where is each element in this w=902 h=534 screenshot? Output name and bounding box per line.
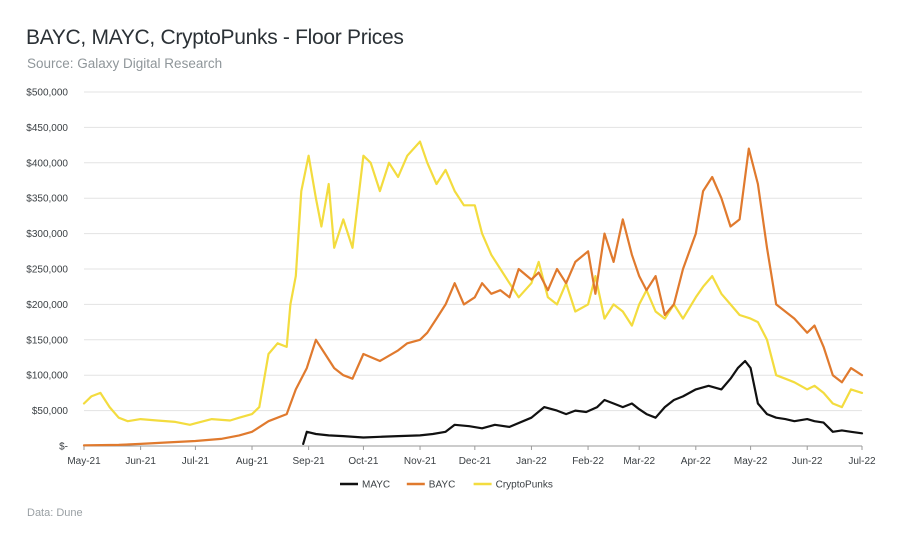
chart-title: BAYC, MAYC, CryptoPunks - Floor Prices	[26, 26, 404, 49]
x-tick-label: Apr-22	[681, 456, 711, 467]
x-tick-label: Sep-21	[293, 456, 326, 467]
y-tick-label: $350,000	[26, 194, 68, 205]
y-tick-label: $450,000	[26, 123, 68, 134]
y-tick-label: $250,000	[26, 265, 68, 276]
x-tick-label: Jun-21	[125, 456, 156, 467]
legend-label-cryptopunks: CryptoPunks	[496, 480, 553, 491]
legend: MAYC BAYC CryptoPunks	[340, 480, 553, 491]
legend-label-bayc: BAYC	[429, 480, 456, 491]
x-axis: May-21 Jun-21 Jul-21 Aug-21 Sep-21 Oct-21 Nov-…	[67, 446, 876, 467]
series-line-bayc	[82, 147, 864, 447]
y-tick-label: $500,000	[26, 88, 68, 99]
chart-subtitle: Source: Galaxy Digital Research	[27, 56, 223, 71]
grid-lines	[84, 91, 862, 447]
x-tick-label: Dec-21	[459, 456, 492, 467]
x-tick-label: Jun-22	[792, 456, 823, 467]
x-tick-label: May-21	[67, 456, 101, 467]
y-tick-label: $-	[59, 442, 68, 453]
y-tick-label: $50,000	[32, 406, 69, 417]
y-tick-label: $300,000	[26, 229, 68, 240]
series-line-cryptopunks	[82, 140, 864, 426]
y-axis: $- $50,000 $100,000 $150,000 $200,000 $250,00…	[26, 88, 68, 453]
x-tick-label: Jan-22	[516, 456, 547, 467]
data-source-note: Data: Dune	[27, 507, 83, 519]
legend-label-mayc: MAYC	[362, 480, 390, 491]
x-tick-label: Jul-22	[848, 456, 876, 467]
y-tick-label: $150,000	[26, 335, 68, 346]
series-lines	[82, 140, 864, 447]
x-tick-label: May-22	[734, 456, 768, 467]
x-tick-label: Jul-21	[182, 456, 210, 467]
x-tick-label: Nov-21	[404, 456, 437, 467]
x-tick-label: Feb-22	[572, 456, 604, 467]
series-line-mayc	[302, 359, 864, 445]
y-tick-label: $100,000	[26, 371, 68, 382]
y-tick-label: $400,000	[26, 158, 68, 169]
x-tick-label: Oct-21	[348, 456, 378, 467]
x-tick-label: Aug-21	[236, 456, 269, 467]
y-tick-label: $200,000	[26, 300, 68, 311]
x-tick-label: Mar-22	[623, 456, 655, 467]
